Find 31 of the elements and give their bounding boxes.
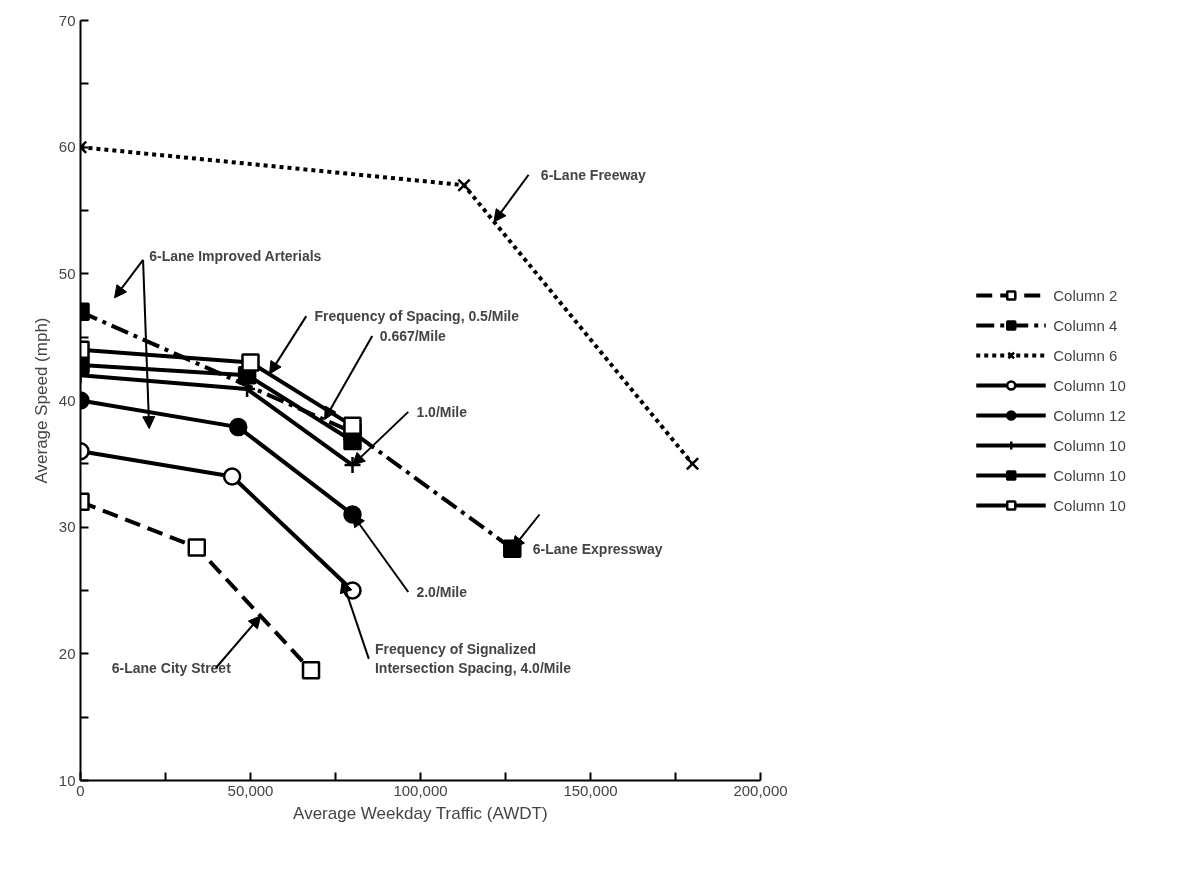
y-tick-label: 40 xyxy=(58,391,76,409)
annotation: 6-Lane City Street xyxy=(111,660,232,677)
y-tick-label: 60 xyxy=(58,138,76,156)
y-tick-label: 70 xyxy=(58,11,76,29)
annotation: 1.0/Mile xyxy=(416,403,468,420)
legend-label: Column 10 xyxy=(1053,466,1126,484)
annotation: 0.667/Mile xyxy=(379,327,447,344)
legend-label: Column 10 xyxy=(1053,376,1126,394)
legend-label: Column 2 xyxy=(1053,286,1118,304)
legend-label: Column 10 xyxy=(1053,436,1126,454)
x-tick-label: 100,000 xyxy=(393,781,448,799)
legend-label: Column 12 xyxy=(1053,406,1126,424)
annotation: Frequency of Signalized Intersection Spacing, 4.0/Mile xyxy=(374,641,572,677)
y-tick-label: 20 xyxy=(58,644,76,662)
x-tick-label: 0 xyxy=(76,781,85,799)
y-tick-label: 50 xyxy=(58,264,76,282)
y-tick-label: 30 xyxy=(58,518,76,536)
x-tick-label: 50,000 xyxy=(227,781,274,799)
annotation: 2.0/Mile xyxy=(416,584,468,601)
y-axis-title: Average Speed (mph) xyxy=(31,317,51,484)
legend-label: Column 6 xyxy=(1053,346,1118,364)
annotation: 6-Lane Expressway xyxy=(532,541,663,558)
x-tick-label: 150,000 xyxy=(563,781,618,799)
annotation: 6-Lane Freeway xyxy=(540,166,647,183)
annotation: Frequency of Spacing, 0.5/Mile xyxy=(314,308,520,325)
y-tick-label: 10 xyxy=(58,771,76,789)
legend-label: Column 4 xyxy=(1053,316,1118,334)
x-tick-label: 200,000 xyxy=(733,781,788,799)
annotation: 6-Lane Improved Arterials xyxy=(149,248,322,265)
legend-label: Column 10 xyxy=(1053,496,1126,514)
x-axis-title: Average Weekday Traffic (AWDT) xyxy=(293,803,548,823)
